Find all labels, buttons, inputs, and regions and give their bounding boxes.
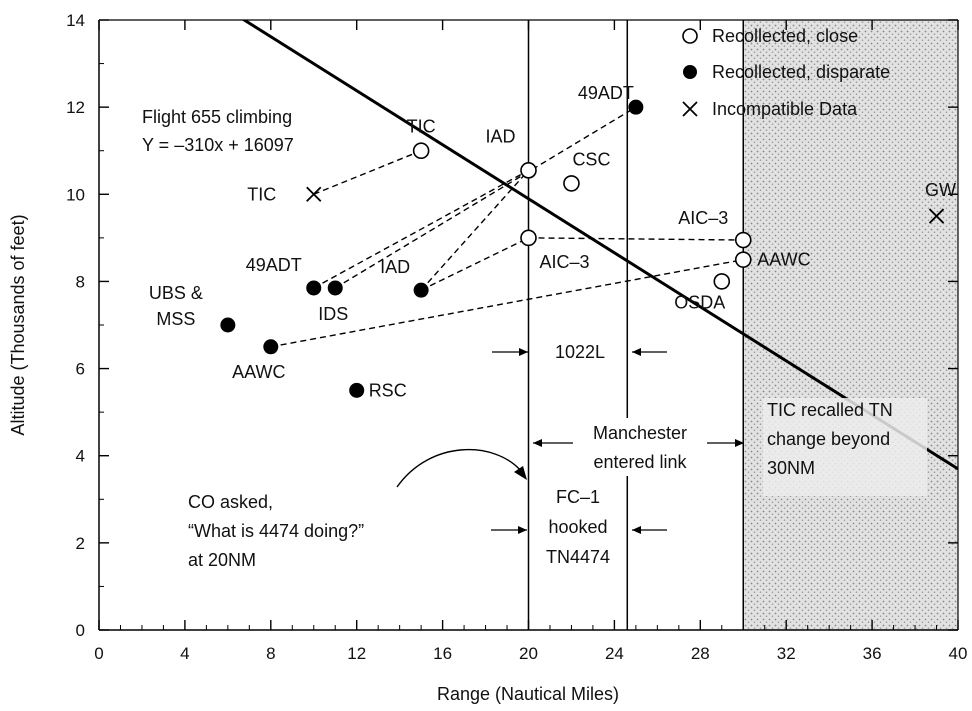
annotation-co-line2: “What is 4474 doing?” [188,521,364,541]
annotation-tic-tn: TIC recalled TN change beyond 30NM [763,398,927,496]
point-incompatible-marker [306,186,322,202]
x-tick-label-32: 32 [777,644,796,663]
y-tick-label-14: 14 [66,11,85,30]
annotation-co-asked: CO asked, “What is 4474 doing?” at 20NM [188,448,527,570]
annotation-fc1-line1: FC–1 [556,487,600,507]
annotation-manchester-line1: Manchester [593,423,687,443]
annotation-fc1: FC–1 hooked TN4474 [491,487,667,567]
x-axis-title: Range (Nautical Miles) [437,684,619,704]
y-axis-title: Altitude (Thousands of feet) [8,214,28,435]
point-label: AAWC [757,250,810,270]
x-tick-label-24: 24 [605,644,624,663]
point-label: AIC–3 [539,252,589,272]
dashed-link-2 [420,169,530,291]
y-tick-label-6: 6 [76,360,85,379]
dashed-link-6 [528,237,744,241]
point-close-marker [412,142,430,160]
annotation-1022l-text: 1022L [555,342,605,362]
dashed-link-4 [270,258,744,348]
point-label: TIC [247,184,276,204]
annotation-co-arrow [396,448,523,488]
point-label-line2: MSS [156,309,195,329]
point-close-marker [520,162,537,179]
point-incompatible-marker [928,208,945,224]
annotation-manchester-line2: entered link [593,452,687,472]
y-tick-label-4: 4 [76,447,85,466]
annotation-tic-tn-line2: change beyond [767,429,890,449]
point-close-marker [713,273,731,290]
legend-incompatible-label: Incompatible Data [712,99,858,119]
point-close-marker [734,231,752,249]
point-close-marker [520,229,537,247]
point-label: GW [925,180,956,200]
point-label: IAD [380,257,410,277]
annotation-co-arrowhead [514,466,527,480]
x-tick-label-28: 28 [691,644,710,663]
x-tick-label-12: 12 [347,644,366,663]
annotation-1022l: 1022L [492,342,667,362]
point-disparate-marker [263,339,279,355]
point-label: CSC [572,149,610,169]
flight-line-label-2: Y = –310x + 16097 [142,135,294,155]
x-tick-label-16: 16 [433,644,452,663]
annotation-tic-tn-line3: 30NM [767,458,815,478]
annotation-tic-tn-line1: TIC recalled TN [767,400,893,420]
point-close-marker [563,175,580,192]
x-tick-label-4: 4 [180,644,189,663]
dashed-link-5 [334,106,637,289]
x-tick-label-0: 0 [94,644,103,663]
annotation-fc1-line3: TN4474 [546,547,610,567]
annotation-manchester: Manchester entered link [533,418,744,476]
point-label: 49ADT [246,255,302,275]
legend: Recollected, close Recollected, disparat… [682,26,890,119]
data-points: TIC IAD CSC AIC–3 AIC–3 AAWC OSDA 49ADT 49ADT IDS… [149,83,956,400]
point-disparate-marker [413,282,429,298]
legend-x-marker [682,101,698,117]
point-label: IDS [318,304,348,324]
legend-disparate-label: Recollected, disparate [712,62,890,82]
legend-open-circle-marker [682,28,698,44]
dashed-link-0 [313,150,422,195]
annotation-co-line3: at 20NM [188,550,256,570]
dashed-link-1 [313,169,529,289]
y-tick-label-2: 2 [76,534,85,553]
point-disparate-marker [327,280,343,296]
point-label: IAD [485,126,515,146]
dashed-link-3 [420,237,529,291]
annotation-co-line1: CO asked, [188,492,273,512]
point-disparate-marker [306,280,322,296]
x-tick-label-20: 20 [519,644,538,663]
legend-filled-circle-marker [683,65,697,79]
y-tick-label-0: 0 [76,621,85,640]
point-disparate-marker [220,317,236,333]
point-label: AIC–3 [678,208,728,228]
x-tick-label-36: 36 [863,644,882,663]
annotation-fc1-line2: hooked [548,517,607,537]
dashed-links [270,106,744,348]
y-tick-label-10: 10 [66,185,85,204]
point-disparate-marker [349,382,365,398]
y-tick-label-8: 8 [76,272,85,291]
x-tick-label-40: 40 [949,644,968,663]
flight-655-line [241,20,958,471]
point-label: TIC [407,117,436,137]
point-label: RSC [369,380,407,400]
point-label: AAWC [232,362,285,382]
point-label: UBS & [149,283,203,303]
point-label: OSDA [674,292,725,312]
legend-close-label: Recollected, close [712,26,858,46]
shaded-region [743,20,958,630]
y-tick-label-12: 12 [66,98,85,117]
point-disparate-marker [628,99,644,115]
flight-line-label-1: Flight 655 climbing [142,107,292,127]
vertical-reference-lines [527,20,744,630]
point-close-marker [734,251,752,268]
x-tick-label-8: 8 [266,644,275,663]
point-label: 49ADT [578,83,634,103]
